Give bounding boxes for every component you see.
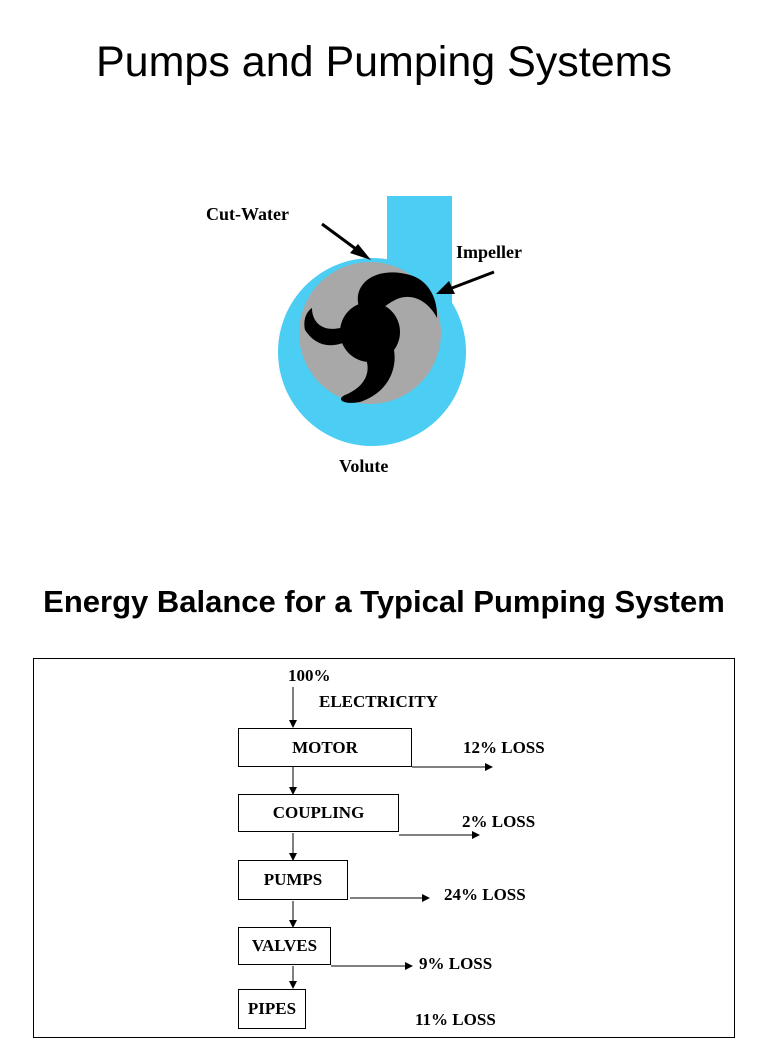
stage-box-pipes: PIPES — [238, 989, 306, 1029]
stage-box-valves: VALVES — [238, 927, 331, 965]
input-percent: 100% — [288, 666, 331, 685]
input-label: ELECTRICITY — [319, 692, 439, 711]
stage-label: COUPLING — [272, 803, 365, 822]
stage-label: MOTOR — [292, 737, 358, 757]
impeller-blades — [304, 272, 438, 403]
stage-box-pumps: PUMPS — [238, 860, 348, 900]
pump-diagram — [278, 196, 495, 446]
stage-box-coupling: COUPLING — [238, 794, 399, 832]
impeller-arrow — [451, 270, 495, 290]
page-title: Pumps and Pumping Systems — [96, 38, 672, 86]
stage-box-motor: MOTOR — [238, 728, 412, 767]
loss-label-pumps: 24% LOSS — [444, 885, 526, 904]
energy-balance-diagram: 100% ELECTRICITY MOTOR 12% LOSS COUPLING… — [33, 658, 735, 1038]
stage-label: PUMPS — [263, 870, 323, 889]
cut-water-arrowhead — [350, 244, 371, 260]
loss-label-motor: 12% LOSS — [463, 738, 545, 757]
cut-water-arrow — [321, 222, 361, 254]
flow-arrows — [289, 687, 493, 989]
impeller-arrowhead — [436, 281, 455, 294]
stage-label: PIPES — [247, 999, 297, 1018]
loss-label-valves: 9% LOSS — [419, 954, 493, 973]
stage-label: VALVES — [251, 936, 318, 955]
cut-water-label: Cut-Water — [206, 204, 289, 224]
loss-label-pipes: 11% LOSS — [415, 1010, 496, 1029]
energy-balance-title: Energy Balance for a Typical Pumping Sys… — [43, 584, 725, 619]
volute-label: Volute — [339, 456, 389, 476]
impeller-label: Impeller — [456, 242, 522, 262]
loss-label-coupling: 2% LOSS — [462, 812, 536, 831]
